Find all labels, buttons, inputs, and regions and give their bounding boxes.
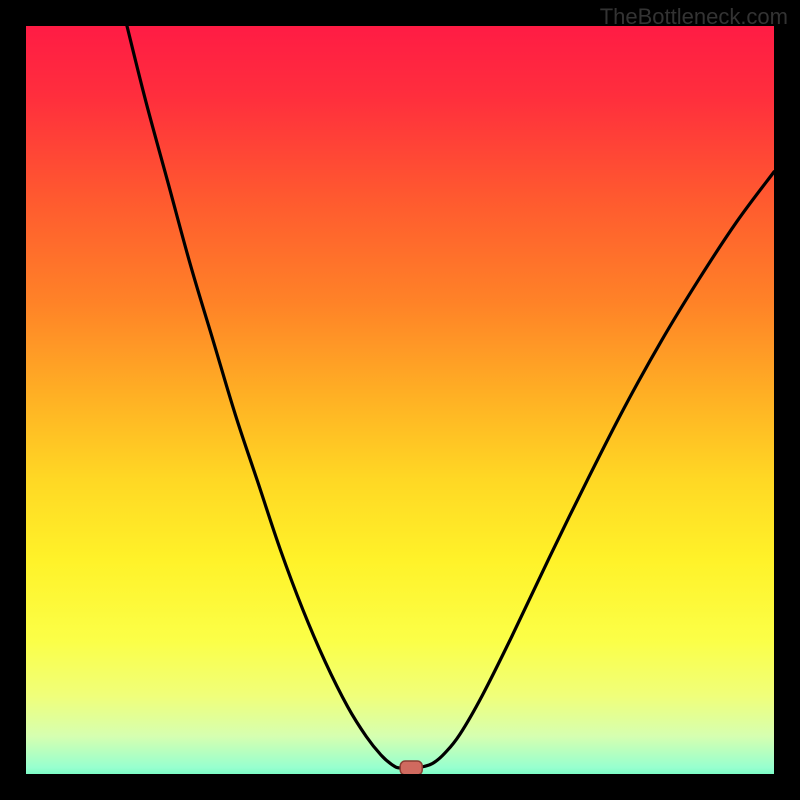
- optimal-marker: [400, 761, 422, 775]
- bottleneck-chart: [0, 0, 800, 800]
- gradient-background: [0, 0, 800, 800]
- watermark-text: TheBottleneck.com: [600, 4, 788, 30]
